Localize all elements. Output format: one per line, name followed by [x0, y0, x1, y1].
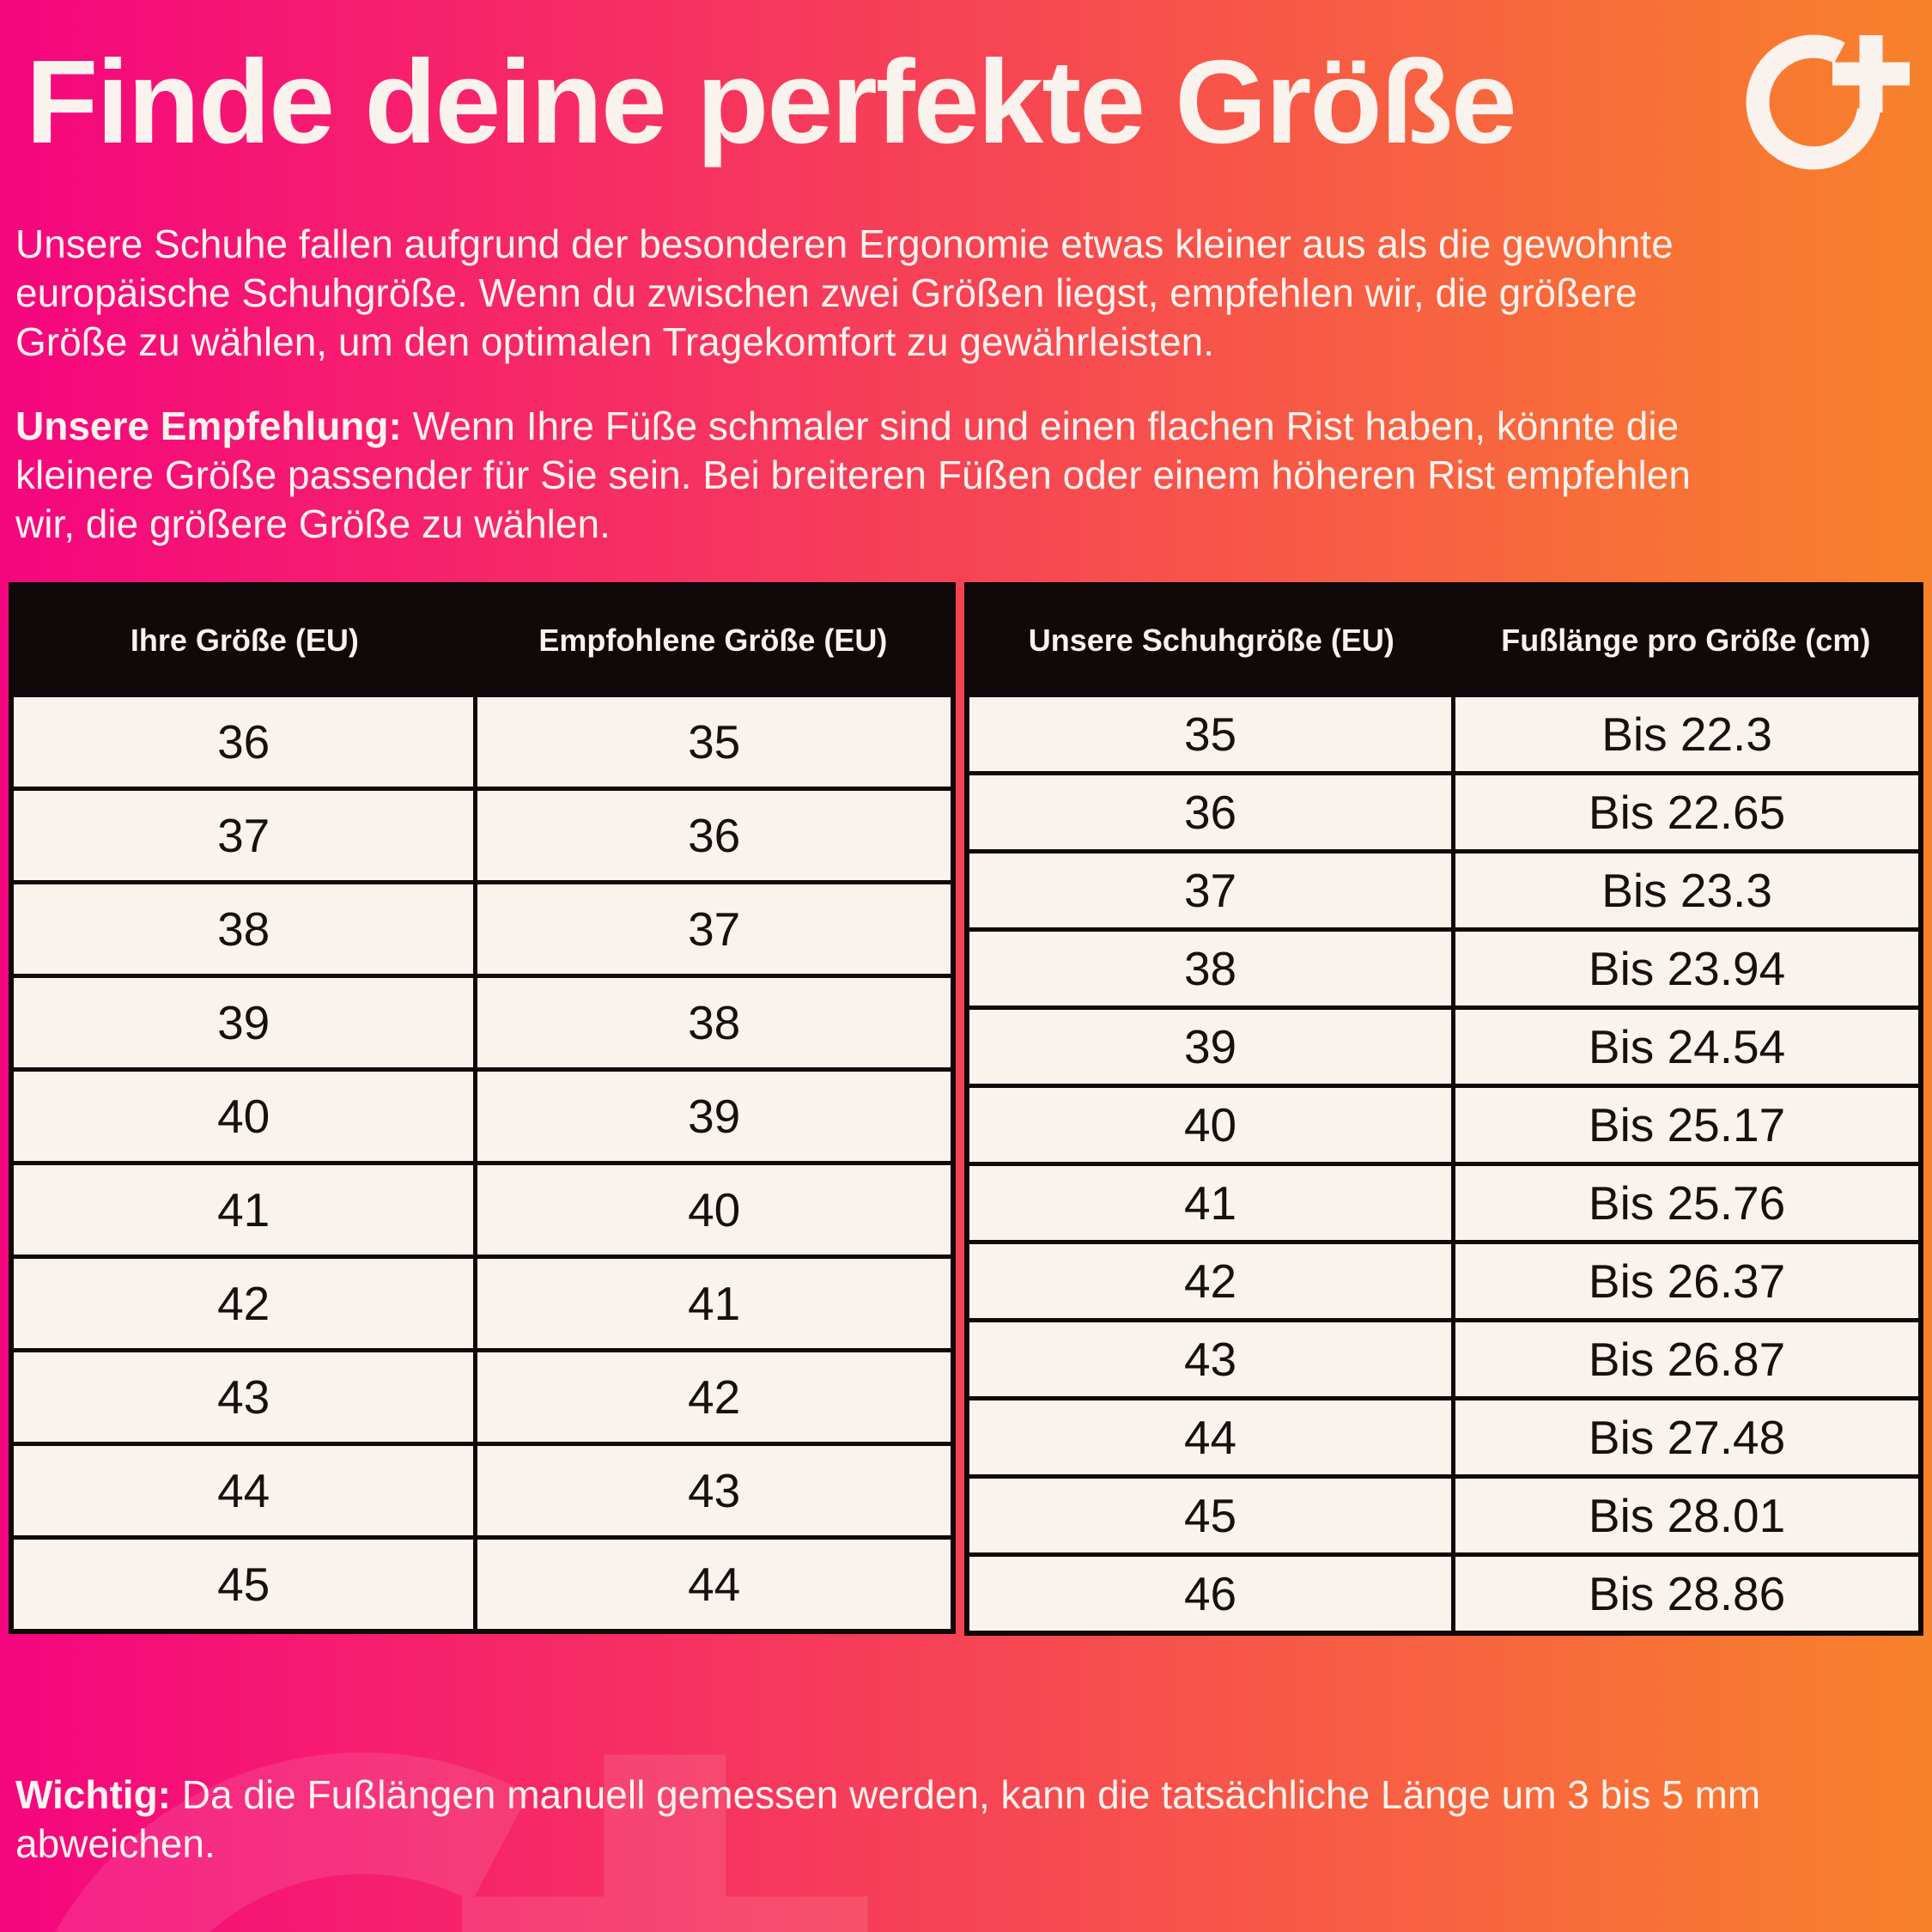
table-cell: 36 — [473, 787, 956, 884]
table-row: 36 Bis 22.65 — [964, 771, 1923, 854]
table-cell: 42 — [473, 1348, 956, 1446]
table-row: 42 41 — [9, 1255, 956, 1352]
table-cell: 36 — [964, 771, 1456, 854]
table-cell: Bis 25.76 — [1451, 1162, 1923, 1244]
foot-length-table-body: 35 Bis 22.3 36 Bis 22.65 37 Bis 23.3 38 Bis 23.… — [964, 693, 1923, 1636]
table-cell: 44 — [473, 1535, 956, 1634]
table-row: 38 37 — [9, 880, 956, 978]
table-cell: 35 — [473, 693, 956, 791]
table-cell: 40 — [964, 1084, 1456, 1166]
table-cell: 42 — [964, 1240, 1456, 1322]
table-row: 43 Bis 26.87 — [964, 1318, 1923, 1400]
table-cell: Bis 28.01 — [1451, 1474, 1923, 1557]
size-conversion-table: Ihre Größe (EU) Empfohlene Größe (EU) 36… — [9, 582, 956, 1634]
table-cell: Bis 24.54 — [1451, 1005, 1923, 1088]
table-cell: 38 — [964, 927, 1456, 1010]
column-header-your-size: Ihre Größe (EU) — [11, 585, 476, 696]
note-text: Da die Fußlängen manuell gemessen werden… — [15, 1772, 1761, 1866]
recommendation-label: Unsere Empfehlung: — [15, 404, 402, 448]
table-cell: Bis 25.17 — [1451, 1084, 1923, 1166]
table-cell: 45 — [964, 1474, 1456, 1557]
table-cell: 41 — [9, 1161, 478, 1259]
table-cell: Bis 27.48 — [1451, 1396, 1923, 1479]
table-cell: 45 — [9, 1535, 478, 1634]
table-cell: 41 — [473, 1255, 956, 1352]
table-cell: 43 — [9, 1348, 478, 1446]
table-row: 38 Bis 23.94 — [964, 927, 1923, 1010]
table-cell: 37 — [9, 787, 478, 884]
table-cell: 41 — [964, 1162, 1456, 1244]
recommendation-paragraph: Unsere Empfehlung: Wenn Ihre Füße schmal… — [15, 402, 1926, 549]
table-cell: Bis 23.94 — [1451, 927, 1923, 1010]
table-row: 45 Bis 28.01 — [964, 1474, 1923, 1557]
table-row: 45 44 — [9, 1535, 956, 1634]
table-row: 46 Bis 28.86 — [964, 1552, 1923, 1636]
table-row: 44 43 — [9, 1442, 956, 1540]
table-cell: 44 — [9, 1442, 478, 1540]
table-row: 41 40 — [9, 1161, 956, 1259]
table-cell: 40 — [473, 1161, 956, 1259]
page-title: Finde deine perfekte Größe — [26, 36, 1517, 168]
table-row: 35 Bis 22.3 — [964, 693, 1923, 775]
table-cell: 43 — [964, 1318, 1456, 1400]
table-cell: 42 — [9, 1255, 478, 1352]
table-row: 40 Bis 25.17 — [964, 1084, 1923, 1166]
table-cell: Bis 26.37 — [1451, 1240, 1923, 1322]
circle-plus-logo-icon — [1746, 34, 1910, 170]
table-cell: 39 — [964, 1005, 1456, 1088]
intro-text: Unsere Schuhe fallen aufgrund der besond… — [15, 222, 1674, 364]
table-cell: 39 — [9, 974, 478, 1072]
foot-length-table: Unsere Schuhgröße (EU) Fußlänge pro Größ… — [964, 582, 1923, 1636]
table-row: 40 39 — [9, 1067, 956, 1165]
table-cell: Bis 28.86 — [1451, 1552, 1923, 1636]
table-cell: 44 — [964, 1396, 1456, 1479]
table-cell: 37 — [964, 849, 1456, 932]
table-cell: Bis 22.65 — [1451, 771, 1923, 854]
table-row: 43 42 — [9, 1348, 956, 1446]
table-cell: 38 — [9, 880, 478, 978]
note-label: Wichtig: — [15, 1772, 171, 1817]
table-cell: 37 — [473, 880, 956, 978]
column-header-shoe-size: Unsere Schuhgröße (EU) — [967, 585, 1454, 696]
table-cell: 38 — [473, 974, 956, 1072]
table-cell: 36 — [9, 693, 478, 791]
table-row: 44 Bis 27.48 — [964, 1396, 1923, 1479]
table-row: 42 Bis 26.37 — [964, 1240, 1923, 1322]
table-row: 39 Bis 24.54 — [964, 1005, 1923, 1088]
table-header-row: Ihre Größe (EU) Empfohlene Größe (EU) — [11, 585, 953, 696]
table-cell: 40 — [9, 1067, 478, 1165]
table-row: 37 Bis 23.3 — [964, 849, 1923, 932]
circle-plus-watermark-icon — [55, 1752, 868, 1932]
table-cell: 39 — [473, 1067, 956, 1165]
column-header-foot-length: Fußlänge pro Größe (cm) — [1453, 585, 1921, 696]
important-note: Wichtig: Da die Fußlängen manuell gemess… — [15, 1771, 1926, 1868]
table-cell: Bis 22.3 — [1451, 693, 1923, 775]
size-conversion-table-body: 36 35 37 36 38 37 39 38 40 39 41 40 42 41 43 42 44 43 45 44 — [9, 693, 956, 1634]
table-cell: 43 — [473, 1442, 956, 1540]
table-cell: Bis 26.87 — [1451, 1318, 1923, 1400]
recommendation-text: Wenn Ihre Füße schmaler sind und einen f… — [15, 404, 1691, 546]
table-cell: 46 — [964, 1552, 1456, 1636]
table-cell: 35 — [964, 693, 1456, 775]
table-row: 37 36 — [9, 787, 956, 884]
table-row: 41 Bis 25.76 — [964, 1162, 1923, 1244]
table-header-row: Unsere Schuhgröße (EU) Fußlänge pro Größ… — [967, 585, 1921, 696]
intro-paragraph: Unsere Schuhe fallen aufgrund der besond… — [15, 220, 1926, 367]
column-header-recommended-size: Empfohlene Größe (EU) — [475, 585, 953, 696]
table-row: 36 35 — [9, 693, 956, 791]
table-row: 39 38 — [9, 974, 956, 1072]
table-cell: Bis 23.3 — [1451, 849, 1923, 932]
